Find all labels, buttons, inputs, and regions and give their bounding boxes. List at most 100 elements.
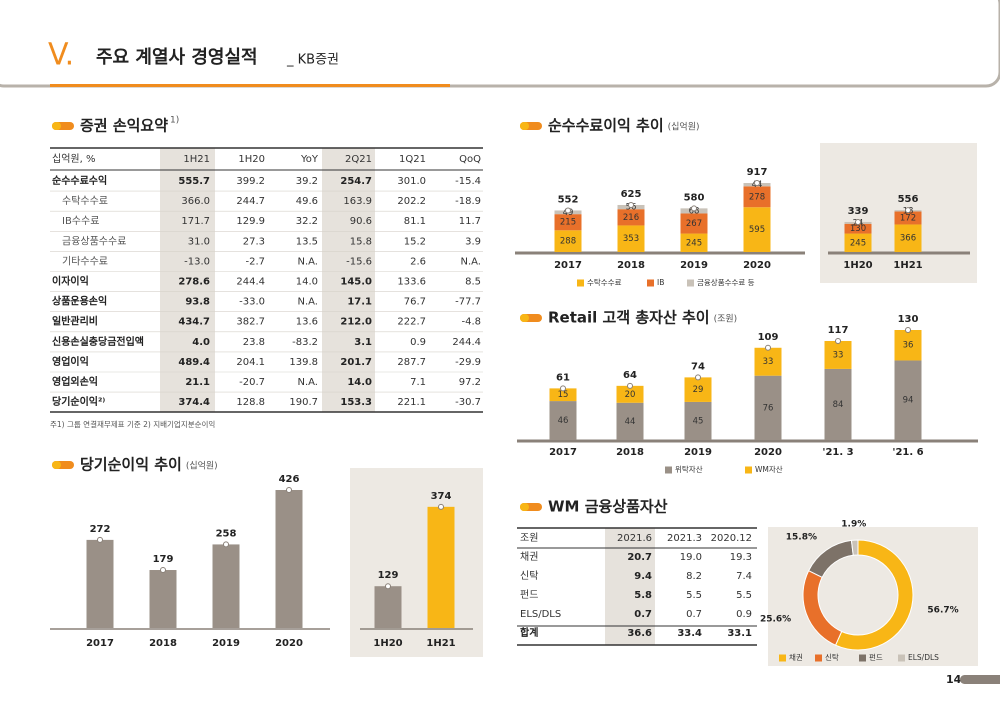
bar [374,586,402,628]
cell: -29.9 [455,357,481,368]
cell: 129.9 [236,216,265,227]
cell: 128.8 [236,397,265,408]
x-tick-label: 1H20 [843,260,872,271]
cell: 366.0 [181,196,210,207]
cell: 19.0 [680,552,702,563]
panel-bg [350,468,483,657]
x-tick-label: 1H21 [426,638,455,649]
column-header: 1H21 [183,154,210,165]
cell: 영업이익 [52,355,89,368]
segment-label: 84 [833,400,844,410]
segment-label: 33 [833,350,844,360]
cell: 0.7 [634,609,652,620]
bar-segment [616,385,644,403]
legend-label: IB [657,278,664,287]
column-header: 조원 [520,532,538,544]
total-label: 556 [898,194,919,205]
cell: 15.8 [350,236,372,247]
x-tick-label: 1H20 [373,638,402,649]
section-icon [52,122,61,130]
segment-label: 245 [686,238,702,248]
legend-swatch [779,654,786,662]
cell: 기타수수료 [62,255,108,267]
slice-label: 1.9% [841,520,866,530]
cell: 201.7 [340,357,372,368]
section-unit: (십억원) [668,121,700,133]
segment-label: 595 [749,225,765,235]
bar-segment [743,207,771,252]
bar [86,539,114,628]
cell: 244.4 [236,277,265,288]
page-number: 14 [946,673,962,686]
bar-segment [549,388,577,402]
donut-slice [850,539,859,556]
cell: 3.9 [465,236,481,247]
total-label: 61 [556,372,570,383]
cell: 14.0 [347,377,372,388]
total-label: 339 [848,206,869,217]
bar-segment [824,341,852,369]
cell: IB수수료 [62,215,99,227]
bar-segment [743,186,771,208]
cell: 15.2 [404,236,426,247]
total-marker [565,207,571,214]
cell: 영업외손익 [52,375,98,388]
cell: -77.7 [455,297,481,308]
cell: N.A. [297,256,318,267]
bar-segment [824,368,852,440]
cell: 39.2 [296,176,318,187]
section-icon [520,503,529,511]
bar-segment [617,225,645,252]
section-unit: (조원) [714,314,738,325]
cell: 5.8 [634,590,652,601]
x-tick-label: 2020 [754,447,782,458]
segment-label: 20 [625,390,636,400]
total-label: 552 [558,194,579,205]
bar-segment [894,360,922,440]
cell: 76.7 [404,297,426,308]
total-marker [835,338,841,344]
cell: 254.7 [340,176,372,187]
cell: 7.4 [736,571,752,582]
cell: 33.1 [727,628,752,639]
cell: 489.4 [178,357,210,368]
cell: -30.7 [455,397,481,408]
total-marker [905,327,911,333]
cell: -18.9 [455,196,481,207]
x-tick-label: 2017 [554,260,582,271]
bar-segment [617,209,645,226]
column-bg [160,148,215,412]
bar [427,506,455,628]
bar-marker [385,583,391,590]
cell: 당기순이익²⁾ [52,395,105,408]
x-tick-label: '21. 3 [822,447,853,458]
bar-segment [894,224,922,252]
total-marker [905,207,911,214]
cell: -15.4 [455,176,481,187]
column-header: 2021.6 [617,533,652,544]
column-header: 2020.12 [711,533,752,544]
x-tick-label: 2019 [212,638,240,649]
cell: 8.5 [465,277,481,288]
segment-label: 130 [850,224,866,234]
x-tick-label: '21. 6 [892,447,923,458]
cell: 434.7 [178,317,210,328]
segment-label: 15 [558,390,569,400]
legend-label: 위탁자산 [675,464,703,474]
column-header: 1H20 [238,154,265,165]
cell: 202.2 [397,196,426,207]
total-marker [695,374,701,381]
column-header: 2Q21 [345,154,372,165]
bar [275,490,303,628]
legend-swatch [577,279,584,287]
cell: 11.7 [459,216,481,227]
header-underline [50,84,450,87]
legend-swatch [815,654,822,662]
cell: 순수수료수익 [52,175,107,187]
x-tick-label: 2018 [149,638,177,649]
total-marker [628,201,634,208]
total-marker [560,385,566,392]
total-label: 117 [828,325,849,336]
section-title: Retail 고객 총자산 추이 [548,309,710,327]
value-label: 258 [216,528,237,539]
